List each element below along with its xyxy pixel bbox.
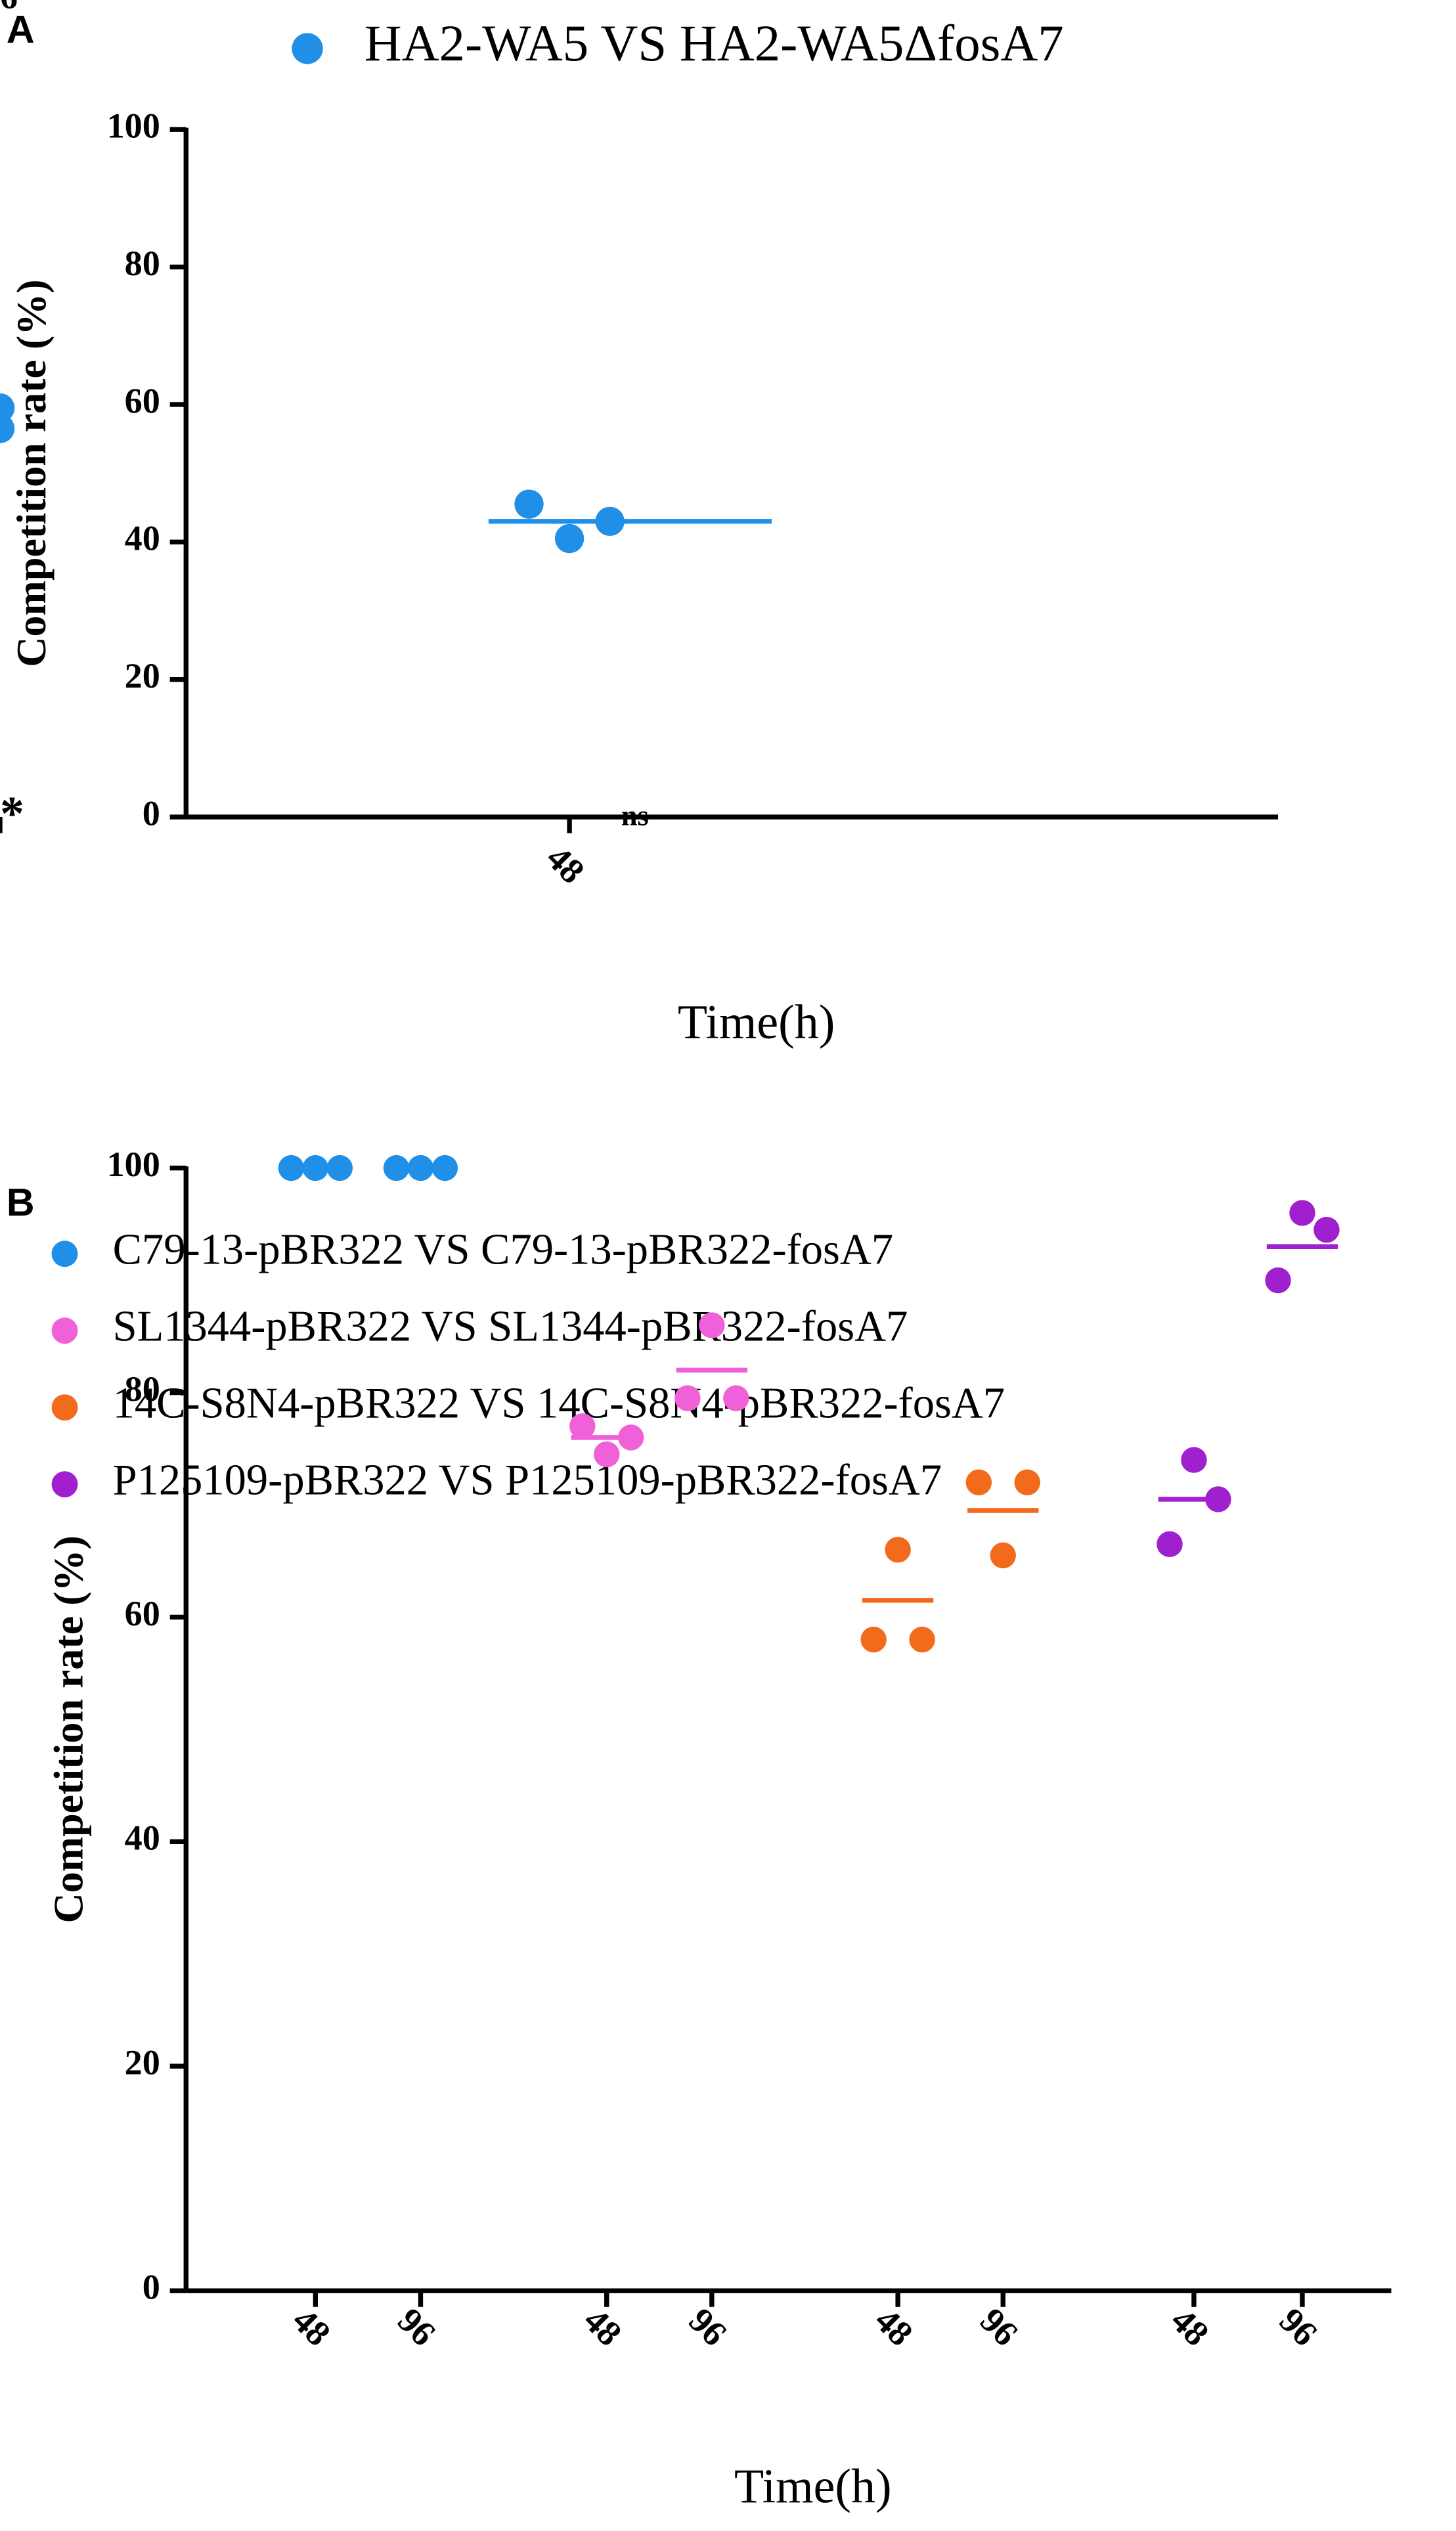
data-point xyxy=(617,1424,644,1451)
legend-label: SL1344-pBR322 VS SL1344-pBR322-fosA7 xyxy=(113,1302,908,1350)
y-tick-label: 40 xyxy=(125,519,160,558)
x-tick-label: 96 xyxy=(0,0,18,16)
data-point xyxy=(595,506,625,537)
data-point xyxy=(1313,1216,1340,1243)
data-point xyxy=(407,1155,434,1181)
data-point xyxy=(1157,1531,1183,1557)
x-tick-label: 96 xyxy=(1272,2300,1325,2354)
x-axis-title: Time(h) xyxy=(734,2459,891,2513)
legend-label: 14C-S8N4-pBR322 VS 14C-S8N4-pBR322-fosA7 xyxy=(113,1379,1005,1427)
x-tick-label: 48 xyxy=(576,2300,629,2354)
data-point xyxy=(326,1155,353,1181)
x-tick-label: 96 xyxy=(390,2300,443,2354)
y-axis-title: Competition rate (%) xyxy=(8,279,55,667)
data-point xyxy=(278,1155,305,1181)
data-point xyxy=(554,523,585,554)
data-point xyxy=(699,1312,725,1338)
annotation: ns xyxy=(621,799,649,832)
data-point xyxy=(0,393,15,423)
y-tick-label: 60 xyxy=(125,381,160,420)
panel-label: B xyxy=(7,1180,35,1224)
data-point xyxy=(965,1469,992,1495)
x-tick-label: 48 xyxy=(539,838,592,891)
y-tick-label: 60 xyxy=(125,1594,160,1633)
legend-marker xyxy=(51,1241,78,1267)
data-point xyxy=(1265,1267,1291,1294)
legend-label: HA2-WA5 VS HA2-WA5ΔfosA7 xyxy=(364,15,1064,72)
data-point xyxy=(674,1385,701,1411)
data-point xyxy=(1181,1447,1207,1473)
y-tick-label: 20 xyxy=(125,2043,160,2082)
data-point xyxy=(909,1626,935,1653)
data-point xyxy=(723,1385,749,1411)
annotation: * xyxy=(0,786,24,840)
y-tick-label: 20 xyxy=(125,656,160,695)
x-axis-title: Time(h) xyxy=(678,995,835,1049)
legend-label: C79-13-pBR322 VS C79-13-pBR322-fosA7 xyxy=(113,1225,893,1273)
data-point xyxy=(990,1542,1016,1569)
data-point xyxy=(1289,1200,1315,1226)
data-point xyxy=(860,1626,887,1653)
data-point xyxy=(569,1413,596,1440)
y-tick-label: 40 xyxy=(125,1818,160,1858)
data-point xyxy=(885,1537,911,1563)
panel-label: A xyxy=(7,7,35,51)
y-tick-label: 0 xyxy=(143,793,160,833)
data-point xyxy=(431,1155,458,1181)
y-tick-label: 80 xyxy=(125,244,160,283)
data-point xyxy=(302,1155,329,1181)
data-point xyxy=(1205,1486,1231,1512)
y-tick-label: 100 xyxy=(107,1145,160,1184)
y-tick-label: 0 xyxy=(143,2268,160,2307)
y-tick-label: 100 xyxy=(107,106,160,146)
legend-marker xyxy=(51,1394,78,1421)
y-tick-label: 80 xyxy=(125,1369,160,1409)
data-point xyxy=(383,1155,410,1181)
legend-marker xyxy=(292,33,323,64)
x-tick-label: 48 xyxy=(285,2300,338,2354)
legend-label: P125109-pBR322 VS P125109-pBR322-fosA7 xyxy=(113,1456,942,1504)
x-tick-label: 96 xyxy=(682,2300,735,2354)
legend-marker xyxy=(51,1317,78,1344)
x-tick-label: 48 xyxy=(1164,2300,1217,2354)
y-axis-title: Competition rate (%) xyxy=(45,1535,92,1923)
data-point xyxy=(1014,1469,1040,1495)
x-tick-label: 48 xyxy=(868,2300,921,2354)
legend-marker xyxy=(51,1471,78,1498)
data-point xyxy=(594,1441,620,1468)
x-tick-label: 96 xyxy=(973,2300,1026,2354)
data-point xyxy=(514,489,544,519)
